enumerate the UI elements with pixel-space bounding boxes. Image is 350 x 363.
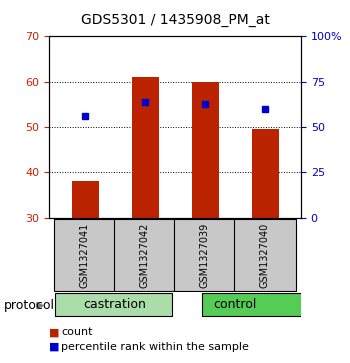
Bar — [54, 219, 116, 291]
Bar — [234, 219, 296, 291]
Bar — [71, 182, 98, 218]
Text: GDS5301 / 1435908_PM_at: GDS5301 / 1435908_PM_at — [80, 13, 270, 27]
Bar — [114, 219, 176, 291]
Text: GSM1327040: GSM1327040 — [260, 223, 270, 287]
Text: percentile rank within the sample: percentile rank within the sample — [61, 342, 249, 352]
Text: count: count — [61, 327, 93, 337]
Text: GSM1327039: GSM1327039 — [200, 223, 210, 287]
Bar — [252, 129, 279, 218]
Text: ■: ■ — [49, 342, 60, 352]
Bar — [202, 293, 328, 316]
Text: ■: ■ — [49, 327, 60, 337]
Bar — [132, 77, 159, 218]
Bar — [191, 82, 218, 218]
Text: castration: castration — [84, 298, 146, 311]
Text: control: control — [213, 298, 257, 311]
Bar — [55, 293, 172, 316]
Bar — [174, 219, 236, 291]
Text: protocol: protocol — [4, 299, 55, 312]
Text: GSM1327041: GSM1327041 — [80, 223, 90, 287]
Text: GSM1327042: GSM1327042 — [140, 222, 150, 288]
